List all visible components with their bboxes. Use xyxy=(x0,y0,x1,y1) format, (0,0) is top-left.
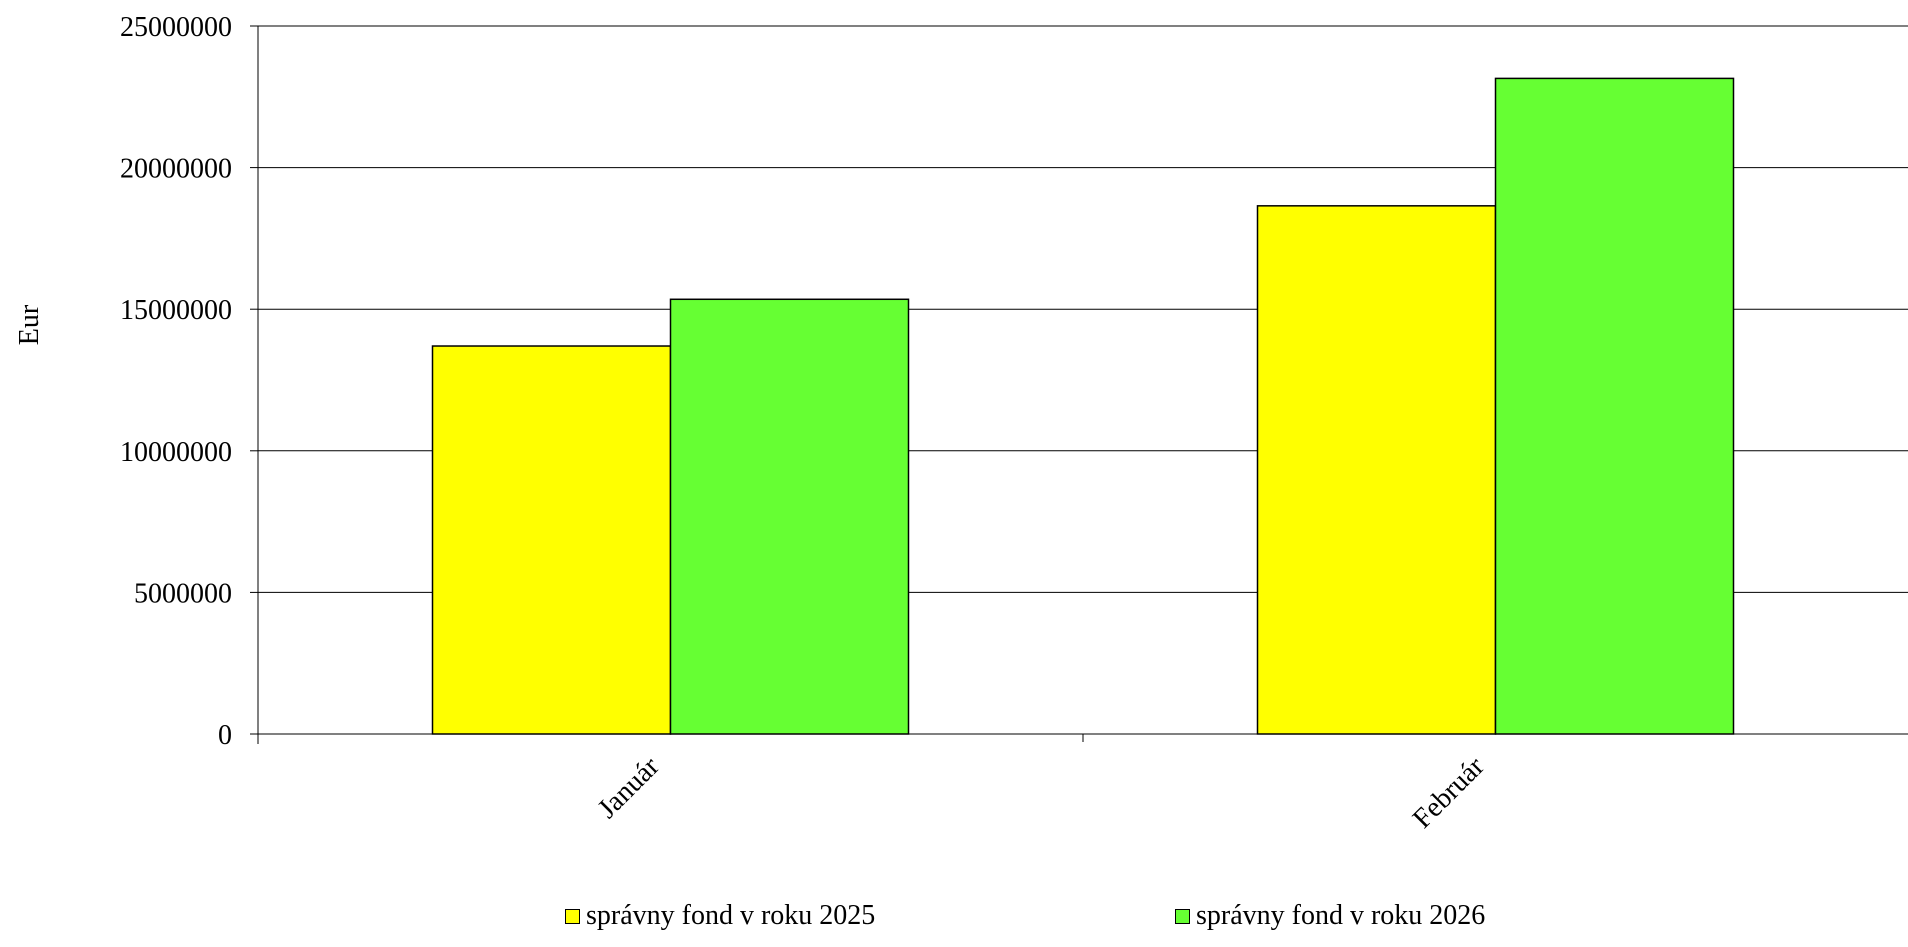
category-label: Január xyxy=(592,751,666,825)
legend-swatch-series-1 xyxy=(565,908,580,924)
y-axis-title: Eur xyxy=(14,304,45,345)
y-tick-label: 25000000 xyxy=(120,12,232,43)
y-tick-label: 20000000 xyxy=(120,154,232,185)
legend-swatch-series-2 xyxy=(1175,908,1190,924)
bars xyxy=(431,77,1735,735)
legend-item-series-1: správny fond v roku 2025 xyxy=(565,900,875,932)
bar-2-1 xyxy=(669,298,910,735)
y-tick-label: 0 xyxy=(218,720,232,751)
y-axis-ticks: 0 5000000 10000000 15000000 20000000 25000000 xyxy=(120,12,258,751)
y-tick-label: 15000000 xyxy=(120,295,232,326)
legend: správny fond v roku 2025 správny fond v … xyxy=(0,900,1908,940)
y-tick-label: 10000000 xyxy=(120,437,232,468)
bar-1-1 xyxy=(431,345,672,735)
bar-2-2 xyxy=(1494,77,1735,735)
bar-chart: 0 5000000 10000000 15000000 20000000 25000000… xyxy=(14,12,1908,835)
axes xyxy=(257,26,1908,744)
category-label: Február xyxy=(1407,751,1491,835)
bar-1-2 xyxy=(1256,205,1497,735)
legend-label-series-2: správny fond v roku 2026 xyxy=(1196,900,1486,931)
y-tick-label: 5000000 xyxy=(134,578,232,609)
legend-item-series-2: správny fond v roku 2026 xyxy=(1175,900,1485,932)
category-labels: Január Február xyxy=(592,751,1491,835)
legend-label-series-1: správny fond v roku 2025 xyxy=(586,900,876,931)
